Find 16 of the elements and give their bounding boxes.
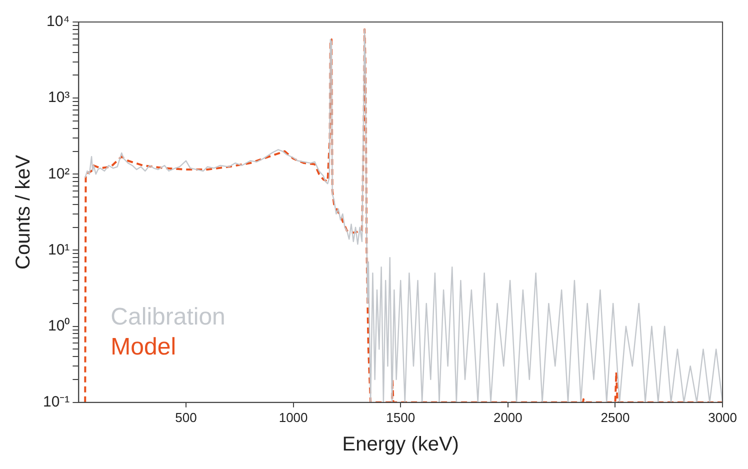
x-tick-label: 2500: [600, 410, 630, 425]
x-tick-label: 3000: [708, 410, 737, 425]
y-tick-label: 10⁴: [46, 13, 70, 30]
y-tick-label: 10⁰: [48, 317, 70, 334]
x-tick-label: 2000: [493, 410, 522, 425]
x-tick-label: 500: [175, 410, 197, 425]
x-tick-label: 1000: [278, 410, 308, 425]
x-axis-title: Energy (keV): [342, 434, 459, 456]
y-axis-title: Counts / keV: [12, 154, 35, 270]
x-tick-label: 1500: [386, 410, 416, 425]
y-tick-label: 10³: [48, 89, 70, 106]
y-tick-label: 10¹: [48, 241, 70, 258]
series-label: Model: [110, 333, 176, 360]
y-tick-label: 10⁻¹: [42, 394, 70, 411]
y-tick-label: 10²: [48, 165, 70, 182]
text: Calibration: [110, 303, 226, 330]
